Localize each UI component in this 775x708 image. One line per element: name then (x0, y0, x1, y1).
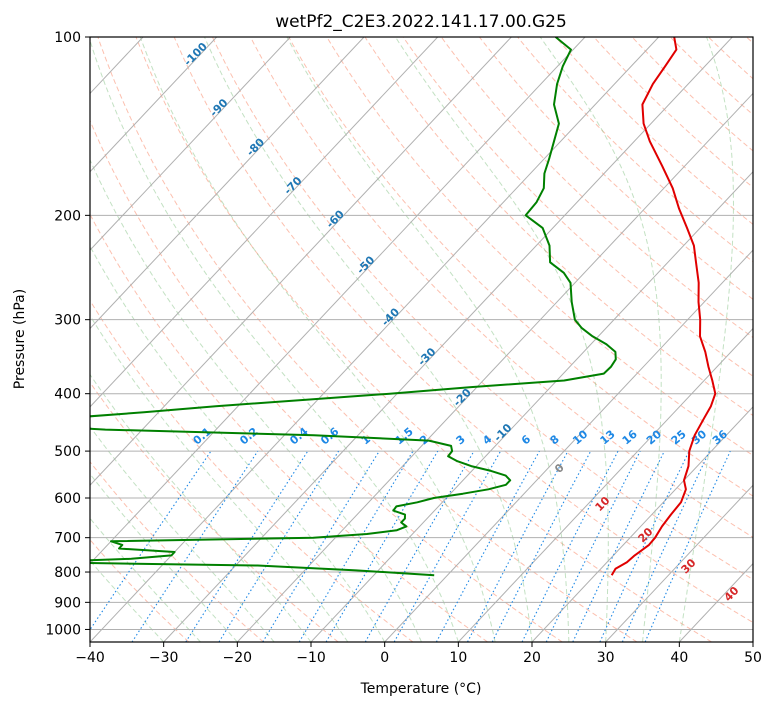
mixing-ratio-line (393, 450, 502, 642)
y-tick-label: 400 (54, 387, 81, 403)
moist-adiabat-line (90, 245, 386, 642)
dry-adiabat-line (402, 37, 753, 377)
isotherm-line (90, 37, 660, 642)
dry-adiabat-line (173, 37, 753, 624)
moist-adiabat-line (90, 473, 238, 642)
x-tick-label: −10 (296, 650, 326, 666)
dry-adiabat-line (90, 119, 563, 642)
x-axis-label: Temperature (°C) (360, 681, 482, 697)
dry-adiabat-line (90, 299, 414, 642)
plot-frame (89, 36, 754, 643)
y-tick-label: 100 (54, 30, 81, 46)
isotherm-line (90, 37, 291, 251)
mixing-ratio-line (90, 450, 212, 631)
x-tick-label: 0 (380, 650, 389, 666)
chart-title: wetPf2_C2E3.2022.141.17.00.G25 (275, 12, 567, 32)
moist-adiabat-line (203, 37, 533, 642)
mixing-ratio-line (644, 450, 731, 642)
x-tick-label: 10 (449, 650, 467, 666)
mixing-ratio-line (262, 450, 380, 642)
moist-adiabat-line (286, 37, 570, 642)
moist-adiabat-line (90, 38, 459, 642)
x-tick-label: 40 (670, 650, 688, 666)
dry-adiabat-line (211, 37, 753, 581)
y-tick-label: 200 (54, 208, 81, 224)
mixing-ratio-line (521, 450, 619, 642)
mixing-ratio-line (185, 450, 309, 642)
mixing-ratio-line (435, 450, 540, 642)
y-tick-label: 600 (54, 491, 81, 507)
isotherm-line (163, 37, 733, 642)
dry-adiabat-line (364, 37, 753, 417)
x-tick-label: 30 (597, 650, 615, 666)
dry-adiabat-line (97, 37, 638, 642)
mixing-ratio-line (545, 450, 641, 642)
moist-adiabat-line (394, 37, 609, 642)
dewpoint-line (90, 37, 617, 577)
plot-area: 0.1 0.2 0.4 0.6 1 1.5 2 3 4 6 8 10 13 16 20 25 30 36-100-… (90, 37, 753, 642)
temperature-line (610, 37, 717, 576)
dry-adiabat-line (250, 37, 753, 538)
x-tick-label: −30 (149, 650, 179, 666)
isotherm-line (457, 327, 753, 642)
y-tick-label: 800 (54, 565, 81, 581)
mixing-ratio-line (621, 450, 711, 642)
y-tick-label: 700 (54, 531, 81, 547)
dry-adiabat-line (288, 37, 753, 497)
dry-adiabat-line (440, 37, 753, 339)
moist-adiabat-line (90, 425, 275, 642)
isotherm-line (605, 484, 753, 642)
dry-adiabat-line (593, 37, 753, 189)
x-tick-label: 50 (744, 650, 762, 666)
x-tick-label: 20 (523, 650, 541, 666)
dry-adiabat-line (135, 37, 712, 642)
moist-adiabat-line (539, 37, 662, 642)
moist-adiabat-line (90, 517, 201, 642)
dry-adiabat-line (517, 37, 753, 263)
x-tick-label: −20 (223, 650, 253, 666)
moist-adiabat-line (90, 314, 349, 642)
moist-adiabat-line (90, 559, 165, 642)
dry-adiabat-line (631, 37, 753, 152)
dry-adiabat-line (90, 538, 190, 642)
axes: −40 −30 −20 −10 0 10 20 30 40 50 100 200 300 400 500 60… (45, 30, 762, 666)
isotherm-line (310, 171, 753, 642)
x-tick-label: −40 (75, 650, 105, 666)
isotherm-line (90, 37, 512, 486)
moist-adiabat-line (678, 37, 735, 642)
y-tick-label: 300 (54, 313, 81, 329)
isotherm-line (236, 92, 753, 642)
moist-adiabat-line (90, 158, 422, 642)
isotherm-line (90, 37, 365, 330)
isotherm-line (531, 406, 753, 642)
isotherm-line (90, 37, 218, 173)
isotherm-line (90, 37, 439, 408)
isotherm-line (384, 249, 753, 642)
y-tick-label: 1000 (45, 622, 81, 638)
y-axis-label: Pressure (hPa) (12, 289, 28, 389)
y-tick-label: 500 (54, 444, 81, 460)
y-tick-label: 900 (54, 595, 81, 611)
moist-adiabat-line (139, 37, 496, 642)
